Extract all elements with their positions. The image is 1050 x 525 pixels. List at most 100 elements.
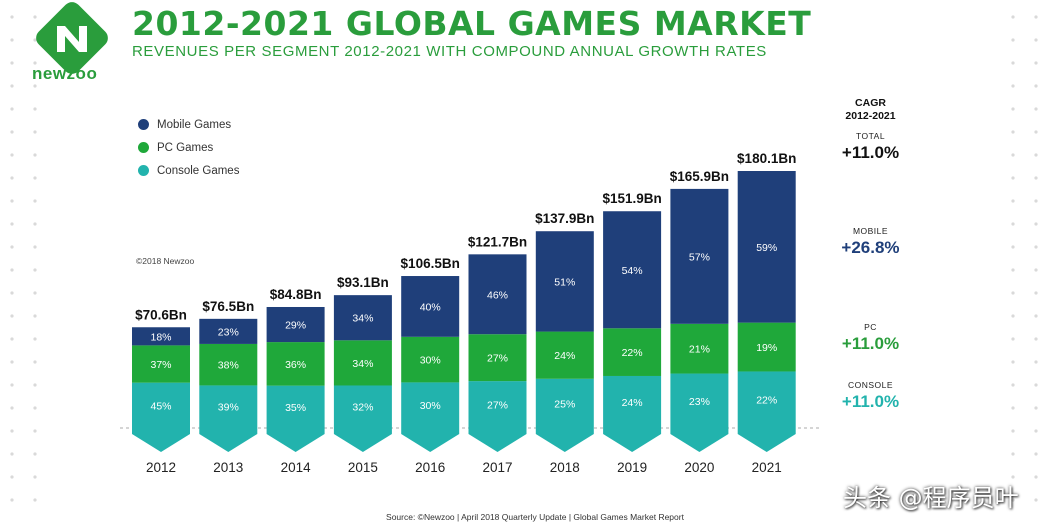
background-dot	[1011, 15, 1015, 19]
bar-segment	[468, 381, 527, 428]
background-dot	[33, 15, 37, 19]
cagr-heading-line1: CAGR	[855, 97, 886, 109]
bar-segment	[132, 327, 190, 346]
background-dot	[33, 406, 37, 410]
background-dot	[1034, 498, 1038, 502]
background-dot	[33, 291, 37, 295]
background-dot	[33, 452, 37, 456]
background-dot	[10, 429, 14, 433]
bar-segment	[333, 385, 392, 428]
legend-swatch-mobile	[138, 119, 149, 130]
bar-segment	[670, 188, 729, 324]
segment-percent-label: 24%	[554, 350, 575, 362]
background-dot	[1034, 406, 1038, 410]
background-dot	[1034, 268, 1038, 272]
legend-item-console: Console Games	[138, 159, 239, 182]
background-dot	[1011, 429, 1015, 433]
bar-chevron	[468, 428, 527, 452]
background-dot	[1034, 38, 1038, 42]
background-dot	[1011, 475, 1015, 479]
background-dot	[10, 268, 14, 272]
background-dot	[1034, 176, 1038, 180]
background-dot	[33, 199, 37, 203]
segment-percent-label: 27%	[487, 400, 508, 412]
segment-percent-label: 34%	[352, 313, 373, 325]
bar-segment	[266, 342, 325, 386]
segment-percent-label: 27%	[487, 353, 508, 365]
bar-chevron	[535, 428, 594, 452]
background-dot	[1034, 360, 1038, 364]
bar-segment	[670, 323, 729, 374]
background-dot	[1011, 268, 1015, 272]
background-dot	[1011, 84, 1015, 88]
background-dot	[1034, 429, 1038, 433]
cagr-console: CONSOLE +11.0%	[818, 380, 923, 412]
background-dot	[1034, 475, 1038, 479]
background-dot	[10, 383, 14, 387]
cagr-pc: PC +11.0%	[818, 322, 923, 354]
watermark-text: 头条 @程序员叶	[843, 484, 1019, 512]
x-tick-label: 2012	[146, 460, 176, 475]
cagr-total: TOTAL +11.0%	[818, 131, 923, 163]
background-dot	[1034, 337, 1038, 341]
background-dot	[1011, 383, 1015, 387]
segment-percent-label: 46%	[487, 289, 508, 301]
bar-segment	[603, 211, 662, 329]
segment-percent-label: 23%	[689, 396, 710, 408]
legend-label-mobile: Mobile Games	[157, 118, 232, 131]
bar-segment	[266, 385, 325, 428]
source-note: Source: ©Newzoo | April 2018 Quarterly U…	[386, 512, 684, 522]
bar-segment	[401, 382, 460, 428]
x-tick-label: 2013	[213, 460, 243, 475]
brand-wordmark: newzoo	[32, 64, 98, 83]
segment-percent-label: 22%	[756, 395, 777, 407]
background-dot	[33, 475, 37, 479]
segment-percent-label: 19%	[756, 342, 777, 354]
x-tick-label: 2015	[348, 460, 378, 475]
bar-chevron	[266, 428, 325, 452]
background-dot	[1034, 452, 1038, 456]
background-dot	[33, 360, 37, 364]
segment-percent-label: 23%	[218, 326, 239, 338]
background-dot	[1011, 107, 1015, 111]
segment-percent-label: 30%	[420, 355, 441, 367]
background-dot	[10, 61, 14, 65]
bar-segment	[199, 318, 258, 344]
bar-segment	[535, 331, 594, 379]
background-dot	[1034, 130, 1038, 134]
legend-swatch-pc	[138, 142, 149, 153]
background-dot	[1011, 337, 1015, 341]
background-dot	[10, 245, 14, 249]
bar-total-label: $106.5Bn	[401, 256, 460, 271]
background-dot	[10, 314, 14, 318]
cagr-heading: CAGR 2012-2021	[818, 97, 923, 123]
background-dot	[1011, 38, 1015, 42]
background-dot	[10, 475, 14, 479]
bar-segment	[737, 171, 796, 323]
bar-segment	[737, 322, 796, 372]
legend-item-mobile: Mobile Games	[138, 113, 239, 136]
background-dot	[10, 107, 14, 111]
bar-segment	[737, 371, 796, 428]
bar-segment	[333, 295, 392, 341]
background-dot	[1034, 153, 1038, 157]
bar-segment	[132, 382, 190, 428]
background-dot	[33, 383, 37, 387]
background-dot	[10, 360, 14, 364]
bar-chevron	[132, 428, 190, 452]
chart-title: 2012-2021 GLOBAL GAMES MARKET	[132, 4, 812, 43]
segment-percent-label: 34%	[352, 358, 373, 370]
background-dot	[10, 38, 14, 42]
background-dot	[33, 153, 37, 157]
segment-percent-label: 24%	[622, 397, 643, 409]
bar-chevron	[737, 428, 796, 452]
segment-percent-label: 36%	[285, 359, 306, 371]
bar-segment	[199, 343, 258, 386]
bar-chevron	[670, 428, 729, 452]
bar-total-label: $137.9Bn	[535, 211, 594, 226]
copyright-note: ©2018 Newzoo	[136, 256, 195, 266]
background-dot	[10, 498, 14, 502]
x-tick-label: 2021	[752, 460, 782, 475]
bar-total-label: $76.5Bn	[202, 299, 254, 314]
